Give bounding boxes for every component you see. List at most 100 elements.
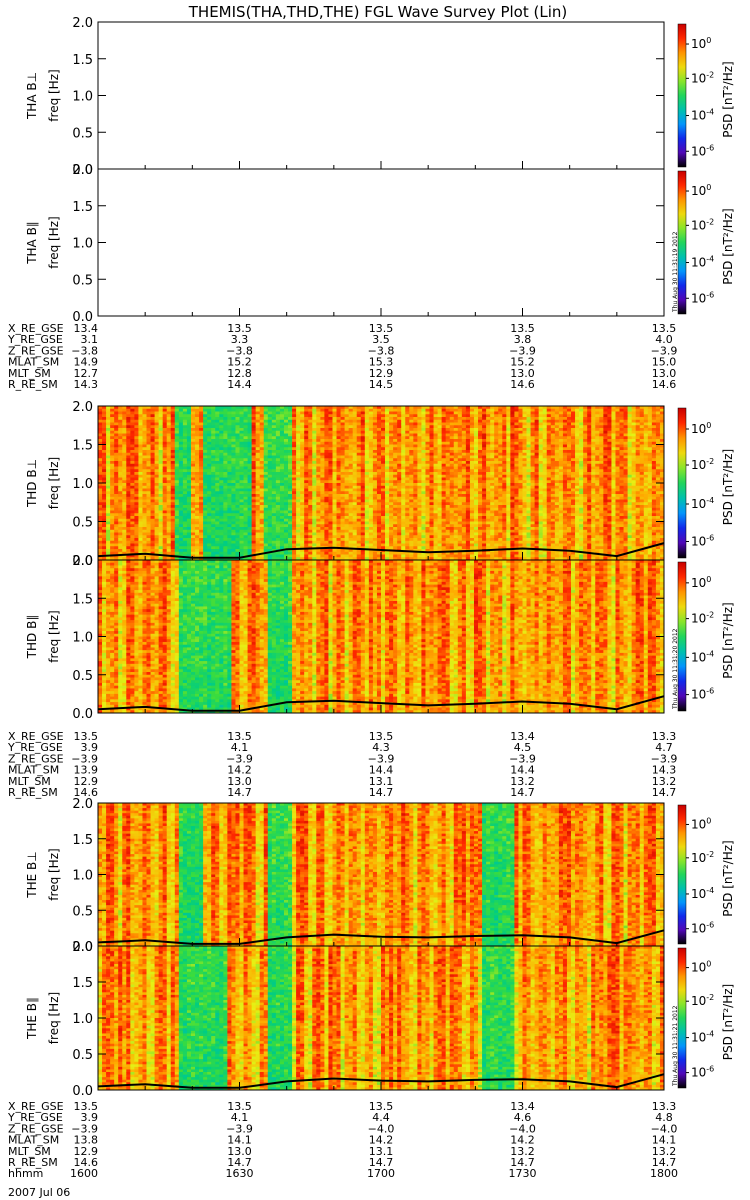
colorbar-tick-label: 10-4 [691,108,714,123]
ephemeris-value: 4.1 [231,1111,249,1124]
y-tick-label: 2.0 [72,163,93,178]
ephemeris-label: X_RE_GSE [8,322,64,335]
ephemeris-value: 13.8 [74,1134,99,1147]
panel-frame [97,168,665,317]
colorbar-tick-label: 100 [691,36,711,51]
colorbar-tick-label: 10-6 [691,534,714,549]
ephemeris-value: 13.5 [227,322,252,335]
ephemeris-value: 14.7 [510,1156,535,1169]
y-tick-label: 2.0 [72,940,93,955]
y-tick-label: 0.0 [72,1084,93,1099]
ephemeris-value: 14.2 [369,1134,394,1147]
y-tick-label: 1.0 [72,1012,93,1027]
ephemeris-value: 12.7 [74,367,99,380]
y-tick-label: 1.0 [72,237,93,252]
colorbar-tick-label: 10-6 [691,290,714,305]
ephemeris-value: −3.9 [651,344,678,357]
ephemeris-label: Y_RE_GSE [7,1111,63,1124]
ephemeris-value: 13.2 [652,1145,677,1158]
ephemeris-value: 14.6 [652,378,677,391]
ephemeris-value: 4.8 [655,1111,673,1124]
ephemeris-value: 14.4 [510,764,535,777]
ephemeris-value: 14.6 [74,786,99,799]
spectrogram-panel: THE B⊥ freq [Hz] 0.0 0.5 1.0 1.5 2.0 PSD [nT²/H… [25,797,735,955]
ephemeris-value: 4.5 [514,741,532,754]
ephemeris-value: 12.9 [74,1145,99,1158]
ephemeris-label: Z_RE_GSE [8,752,64,765]
ephemeris-value: −4.0 [368,1122,395,1135]
ephemeris-value: 13.4 [74,322,99,335]
ephemeris-value: 14.4 [227,378,252,391]
ephemeris-value: 13.2 [510,775,535,788]
ephemeris-value: 15.3 [369,356,394,369]
ephemeris-value: 14.9 [74,356,99,369]
ephemeris-value: 4.6 [514,1111,532,1124]
ephemeris-value: −3.9 [509,344,536,357]
ephemeris-label: R_RE_SM [8,378,58,391]
spectrogram-panel: THD B⊥ freq [Hz] 0.0 0.5 1.0 1.5 2.0 PSD [nT²/H… [25,400,735,569]
colorbar-tick-label: 10-4 [691,496,714,511]
panel-label: THA B∥ [25,221,39,265]
ephemeris-label: Z_RE_GSE [8,1122,64,1135]
panel-frame [97,21,665,170]
y-tick-label: 1.5 [72,439,93,454]
panel-label: THE B⊥ [25,851,39,898]
ephemeris-value: 13.5 [369,730,394,743]
ephemeris-value: 3.9 [81,1111,99,1124]
freq-axis-label: freq [Hz] [47,848,61,900]
ephemeris-label: MLT_SM [8,775,51,788]
freq-axis-label: freq [Hz] [47,216,61,268]
ephemeris-value: 14.7 [369,1156,394,1169]
ephemeris-value: 3.1 [81,333,99,346]
ephemeris-value: 13.0 [510,367,535,380]
colorbar [677,804,687,945]
y-tick-label: 1.0 [72,477,93,492]
ephemeris-value: 13.9 [74,764,99,777]
ephemeris-value: 1600 [70,1167,98,1180]
ephemeris-value: −3.8 [226,344,253,357]
ephemeris-value: 12.9 [74,775,99,788]
ephemeris-label: MLAT_SM [8,356,59,369]
ephemeris-value: 13.2 [652,775,677,788]
y-tick-label: 1.0 [72,869,93,884]
ephemeris-value: 13.1 [369,775,394,788]
ephemeris-value: 15.2 [227,356,252,369]
y-tick-label: 1.5 [72,976,93,991]
colorbar [677,407,687,559]
ephemeris-value: 1730 [509,1167,537,1180]
ephemeris-label: X_RE_GSE [8,1100,64,1113]
colorbar-title: PSD [nT²/Hz] [721,208,735,284]
ephemeris-value: 13.5 [369,322,394,335]
y-tick-label: 0.5 [72,1048,93,1063]
spectrogram-panel: THD B∥ freq [Hz] 0.0 0.5 1.0 1.5 2.0 PSD [nT²/H… [25,554,735,722]
ephemeris-label: Y_RE_GSE [7,741,63,754]
ephemeris-value: −3.9 [226,1122,253,1135]
ephemeris-value: 13.1 [369,1145,394,1158]
ephemeris-value: 13.2 [510,1145,535,1158]
y-tick-label: 1.5 [72,833,93,848]
y-tick-label: 1.5 [72,592,93,607]
colorbar [677,23,687,168]
colorbar-tick-label: 100 [691,183,711,198]
timestamp: Thu Aug 30 11:31:19 2012 [672,231,679,313]
panel-label: THD B⊥ [25,459,39,508]
freq-axis-label: freq [Hz] [47,457,61,509]
colorbar-title: PSD [nT²/Hz] [721,984,735,1060]
ephemeris-label: Y_RE_GSE [7,333,63,346]
colorbar-tick-label: 10-2 [691,217,714,232]
ephemeris-label: R_RE_SM [8,1156,58,1169]
ephemeris-block: X_RE_GSE 13.4 13.5 13.5 13.5 13.5 Y_RE_GSE 3.1 3… [7,322,677,391]
ephemeris-value: 14.7 [652,786,677,799]
ephemeris-value: 1800 [650,1167,678,1180]
ephemeris-value: 13.4 [510,730,535,743]
ephemeris-value: 4.0 [655,333,673,346]
y-tick-label: 0.5 [72,904,93,919]
ephemeris-value: −3.8 [368,344,395,357]
ephemeris-label: MLAT_SM [8,764,59,777]
colorbar-tick-label: 100 [691,960,711,975]
ephemeris-value: 14.6 [74,1156,99,1169]
panel-label: THA B⊥ [25,72,39,120]
y-tick-label: 1.5 [72,53,93,68]
colorbar-tick-label: 10-6 [691,921,714,936]
